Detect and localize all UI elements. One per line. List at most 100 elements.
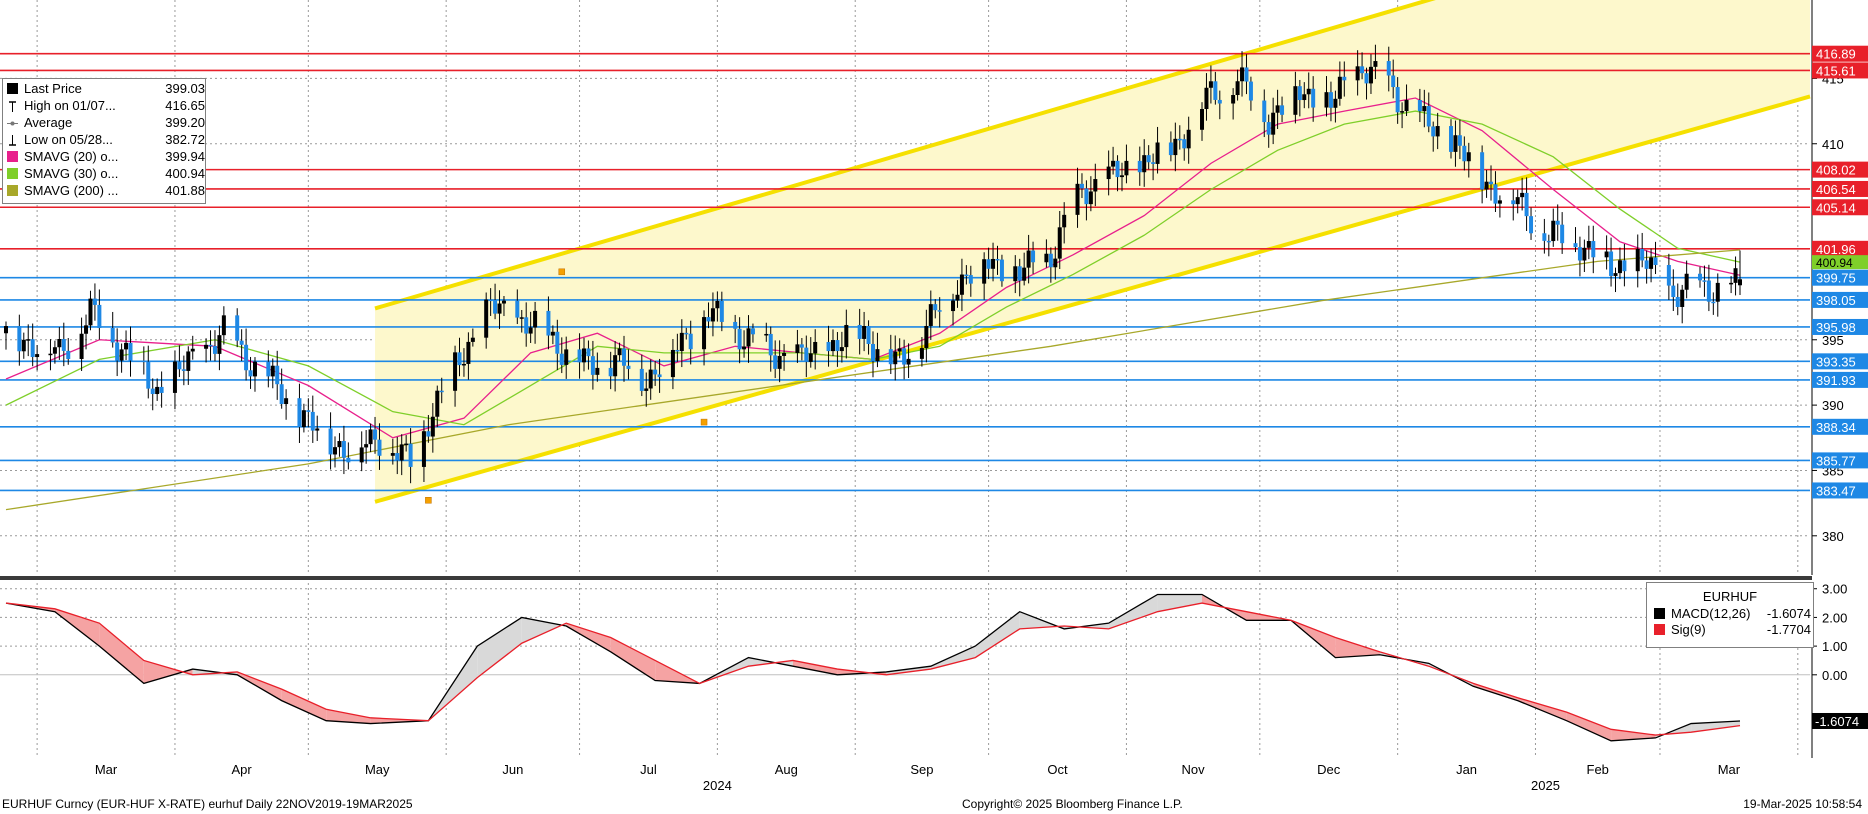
candle-body [773, 355, 778, 369]
panel-separator [0, 576, 1812, 580]
candle-body [702, 317, 707, 350]
candle-body [1235, 81, 1240, 96]
candle-body [1240, 67, 1245, 82]
macd-legend-item: MACD(12,26) -1.6074 [1647, 605, 1813, 621]
candle-body [1524, 192, 1529, 217]
axes: Mar Apr May Jun Jul Aug Sep Oct Nov Dec Jan Feb Mar 2… [0, 0, 1847, 793]
legend-item-value: 399.94 [165, 148, 205, 164]
candle-body [1560, 224, 1565, 244]
level-tag [1812, 452, 1868, 469]
macd-histogram-fill [477, 617, 522, 678]
candle-body [893, 351, 898, 365]
legend-item-value: 401.88 [165, 182, 205, 198]
legend-item-label: SMAVG (20) o... [24, 148, 119, 164]
candle-body [1182, 139, 1187, 149]
horizontal-levels[interactable] [0, 52, 1810, 492]
candle-body [684, 332, 689, 335]
candle-body [310, 411, 315, 431]
annotation-marker [558, 268, 566, 276]
candle-body [871, 343, 875, 362]
candle-body [1417, 100, 1422, 112]
candle-body [430, 416, 435, 437]
candle-body [159, 386, 164, 393]
candle-body [590, 356, 595, 375]
candle-body [1649, 257, 1654, 269]
legend-item-value: 416.65 [165, 97, 205, 113]
candle-body [1106, 166, 1111, 180]
legend-item: SMAVG (200) ... 401.88 [3, 182, 205, 198]
legend-item: Low on 05/28... 382.72 [3, 131, 205, 147]
macd-legend[interactable]: EURHUF MACD(12,26) -1.6074 Sig(9) -1.770… [1646, 582, 1814, 648]
candle-body [564, 349, 569, 365]
candle-body [1453, 135, 1458, 152]
candle-body [453, 352, 458, 391]
month-tick-label: Nov [1182, 762, 1206, 777]
month-tick-label: Apr [232, 762, 253, 777]
macd-histogram-fill [99, 623, 144, 684]
candle-body [679, 332, 684, 352]
macd-legend-label: MACD(12,26) [1671, 605, 1751, 621]
month-tick-label: Jul [640, 762, 657, 777]
candle-body [982, 259, 987, 284]
macd-current-tag [1812, 712, 1868, 729]
candle-body [1622, 260, 1627, 272]
price-legend[interactable]: Last Price 399.03 High on 01/07... 416.6… [2, 78, 206, 204]
level-tag [1812, 353, 1868, 370]
macd-histogram-fill [1335, 637, 1380, 658]
candle-body [866, 325, 871, 344]
month-tick-label: Aug [775, 762, 798, 777]
candle-body [710, 308, 715, 322]
candle-body [1697, 273, 1702, 281]
level-tag [1812, 318, 1868, 335]
candle-body [1715, 282, 1720, 302]
legend-item: High on 01/07... 416.65 [3, 97, 205, 113]
candle-body [439, 390, 444, 393]
candle-body [546, 310, 551, 336]
candle-body [244, 344, 249, 371]
level-tag [1812, 161, 1868, 178]
candle-body [888, 349, 893, 365]
candle-body [1204, 87, 1209, 109]
candle-body [377, 439, 382, 456]
price-axis-label: 395 [1822, 333, 1844, 348]
candle-body [284, 398, 289, 405]
candle-body [613, 355, 618, 377]
candle-body [337, 441, 342, 448]
candle-body [421, 431, 426, 467]
candle-body [559, 353, 564, 365]
candle-body [1684, 273, 1689, 290]
candle-body [1711, 301, 1716, 304]
candle-body [644, 388, 649, 391]
candle-body [1177, 138, 1182, 141]
footer-copyright: Copyright© 2025 Bloomberg Finance L.P. [962, 797, 1183, 811]
candle-body [1115, 160, 1120, 178]
candle-body [266, 361, 271, 377]
candle-body [172, 361, 177, 393]
candle-body [524, 317, 529, 334]
candle-body [1515, 197, 1520, 205]
square-marker-icon [7, 167, 18, 179]
candle-body [466, 341, 471, 364]
candle-body [991, 258, 996, 269]
candle-body [1675, 297, 1680, 307]
candle-body [35, 354, 40, 358]
candle-body [488, 299, 493, 302]
candle-body [97, 304, 102, 329]
low-marker-icon [7, 134, 18, 146]
candle-body [333, 447, 338, 455]
candle-body [857, 324, 862, 339]
candle-body [1084, 188, 1089, 205]
candle-body [1457, 135, 1462, 146]
candle-body [1044, 253, 1049, 263]
candle-body [995, 258, 1000, 261]
ma-value-tag-label: 400.94 [1816, 256, 1853, 270]
level-tag [1812, 180, 1868, 197]
level-tag-label: 416.89 [1816, 47, 1856, 62]
candle-body [1360, 66, 1365, 74]
candle-body [657, 374, 662, 378]
candle-body [1582, 247, 1587, 261]
candle-body [1733, 268, 1738, 283]
candle-body [1337, 76, 1342, 99]
legend-item-value: 382.72 [165, 131, 205, 147]
macd-histogram-fill [1157, 594, 1203, 612]
